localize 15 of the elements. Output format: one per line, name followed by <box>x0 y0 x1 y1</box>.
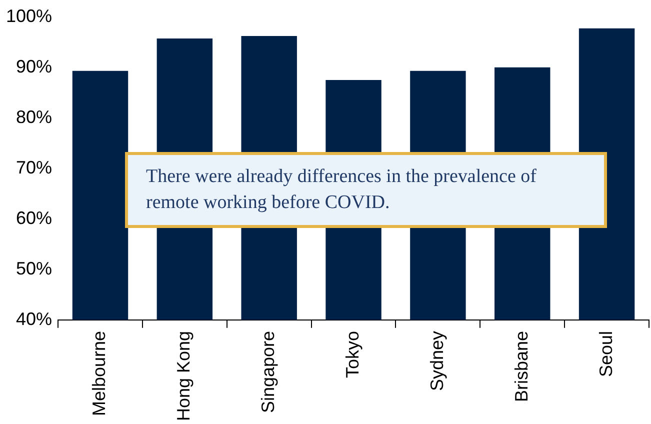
x-tick-label: Seoul <box>596 330 616 377</box>
x-tick-label: Melbourne <box>89 330 110 416</box>
x-tick-label: Singapore <box>258 330 278 414</box>
y-tick-label: 90% <box>16 56 52 76</box>
x-tick-label: Brisbane <box>511 330 532 402</box>
y-tick-label: 50% <box>16 258 52 278</box>
x-tick-label: Tokyo <box>342 330 362 378</box>
y-tick-label: 60% <box>16 208 52 228</box>
x-tick-label: Sydney <box>426 330 447 391</box>
y-tick-label: 80% <box>16 106 52 127</box>
y-tick-label: 100% <box>6 6 52 26</box>
y-tick-label: 40% <box>16 308 52 329</box>
text-box: There were already differences in the prevalence of remote working before COVID. <box>125 152 607 228</box>
y-tick-label: 70% <box>16 157 52 178</box>
x-tick-label: Hong Kong <box>174 330 194 422</box>
